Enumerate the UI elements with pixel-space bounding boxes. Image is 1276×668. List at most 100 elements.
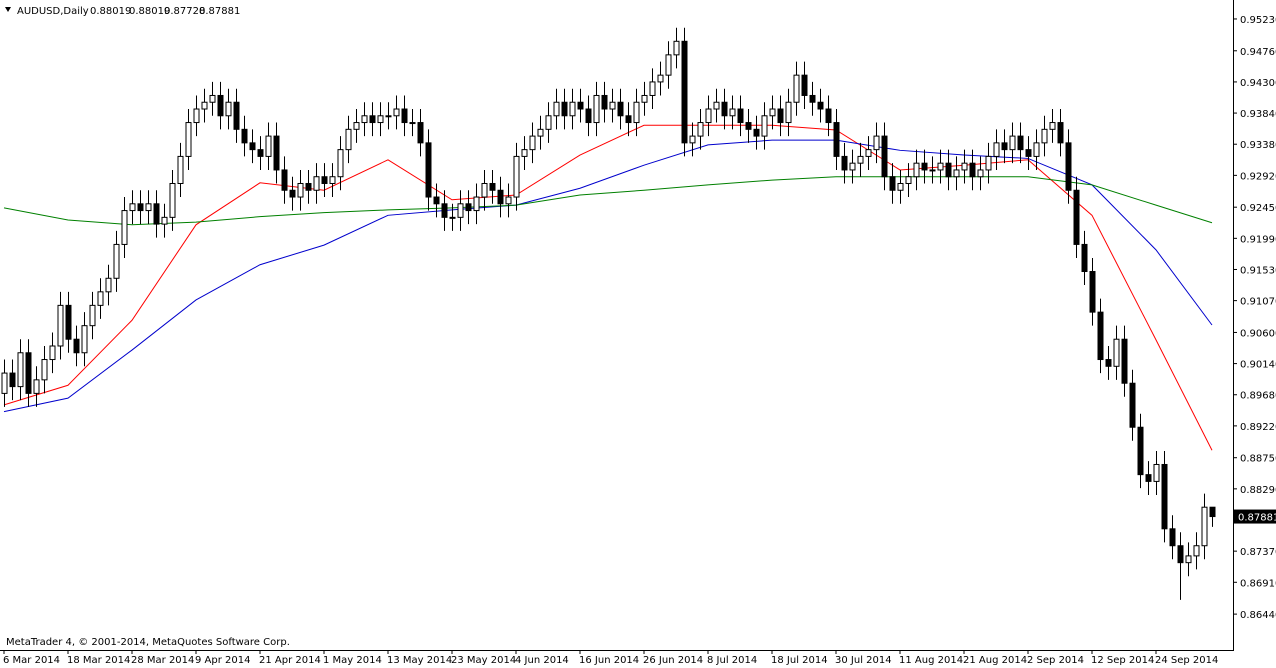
time-label: 23 May 2014	[451, 655, 516, 666]
candle-body	[953, 169, 960, 178]
candle-body	[633, 101, 640, 124]
candle-body	[537, 128, 544, 137]
candle-body	[1161, 463, 1168, 530]
candle-body	[713, 101, 720, 110]
candle-body	[481, 182, 488, 198]
candle-body	[857, 155, 864, 164]
candle-body	[649, 81, 656, 96]
candle-body	[97, 291, 104, 306]
candle-body	[1033, 142, 1040, 157]
candle-body	[17, 352, 24, 388]
candle-body	[937, 162, 944, 171]
candle-body	[497, 189, 504, 205]
copyright: MetaTrader 4, © 2001-2014, MetaQuotes So…	[6, 637, 290, 648]
price-tag	[1234, 509, 1276, 524]
candle-body	[65, 304, 72, 340]
time-label: 21 Apr 2014	[259, 655, 321, 666]
candle-body	[905, 176, 912, 184]
candle-body	[761, 115, 768, 137]
candle-body	[961, 162, 968, 171]
candle-body	[929, 169, 936, 172]
candle-body	[793, 74, 800, 103]
candle-body	[569, 101, 576, 117]
candle-body	[73, 338, 80, 354]
candle-body	[433, 196, 440, 205]
candle-body	[833, 122, 840, 157]
candle-body	[1105, 359, 1112, 367]
candle-body	[1129, 382, 1136, 428]
time-label: 8 Jul 2014	[707, 655, 757, 666]
price-label: 0.86440	[1240, 610, 1276, 621]
time-label: 11 Aug 2014	[899, 655, 963, 666]
candle-body	[385, 115, 392, 118]
candle-body	[1177, 545, 1184, 564]
candle-body	[897, 182, 904, 191]
candle-body	[81, 325, 88, 354]
candle-body	[785, 101, 792, 124]
time-label: 26 Jun 2014	[643, 655, 703, 666]
candle-body	[57, 304, 64, 347]
candle-body	[209, 94, 216, 103]
candle-body	[241, 128, 248, 144]
candle-body	[369, 115, 376, 124]
candle-body	[665, 54, 672, 76]
moving-average	[3, 139, 1213, 413]
candle-body	[1145, 474, 1152, 482]
candle-body	[561, 101, 568, 117]
moving-average	[3, 176, 1213, 226]
candle-body	[801, 74, 808, 96]
menu-triangle[interactable]	[5, 7, 11, 12]
candle-body	[769, 108, 776, 117]
candle-body	[721, 101, 728, 117]
candle-body	[113, 243, 120, 279]
candle-body	[1137, 426, 1144, 476]
candle-body	[841, 155, 848, 171]
time-label: 24 Sep 2014	[1155, 655, 1218, 666]
candle-body	[137, 203, 144, 212]
candle-body	[985, 155, 992, 171]
candle-body	[337, 149, 344, 178]
candle-body	[321, 176, 328, 184]
candle-body	[1017, 135, 1024, 151]
candle-body	[145, 203, 152, 212]
candle-body	[1113, 338, 1120, 367]
candle-body	[697, 122, 704, 137]
candle-body	[169, 182, 176, 218]
candle-body	[657, 74, 664, 83]
candle-body	[625, 115, 632, 124]
candle-body	[601, 94, 608, 110]
time-label: 12 Sep 2014	[1091, 655, 1154, 666]
candle-body	[449, 216, 456, 219]
candle-body	[193, 108, 200, 124]
candle-body	[217, 94, 224, 117]
candle-body	[1201, 506, 1208, 547]
candle-body	[361, 115, 368, 124]
candle-body	[345, 128, 352, 151]
candle-body	[873, 135, 880, 151]
time-label: 16 Jun 2014	[579, 655, 639, 666]
candle-body	[233, 101, 240, 130]
candle-body	[729, 108, 736, 117]
candle-body	[33, 379, 40, 394]
candle-body	[185, 122, 192, 157]
candle-body	[705, 108, 712, 124]
candle-body	[353, 122, 360, 130]
candle-body	[689, 135, 696, 144]
candle-body	[681, 40, 688, 144]
candle-body	[1057, 122, 1064, 144]
candle-body	[825, 108, 832, 124]
candle-body	[1169, 528, 1176, 547]
candle-body	[513, 155, 520, 198]
candle-body	[609, 101, 616, 110]
